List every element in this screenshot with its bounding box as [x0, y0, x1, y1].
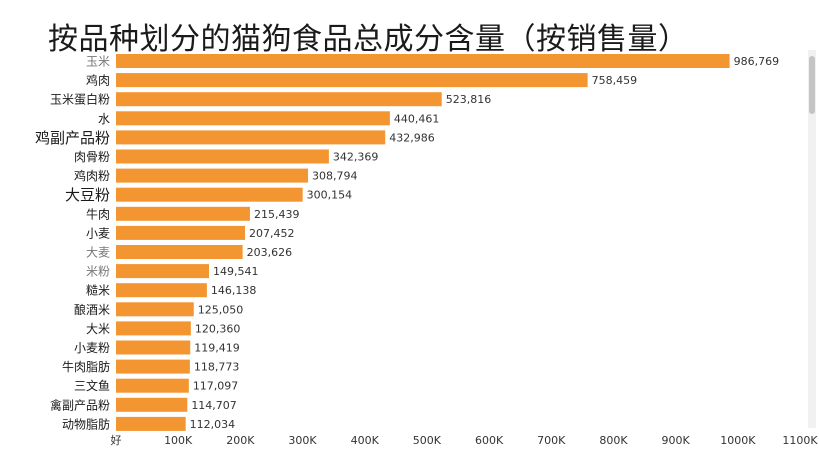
- bar-20: [116, 416, 186, 431]
- chart-title: 按品种划分的猫狗食品总成分含量（按销售量）: [48, 22, 689, 57]
- value-label-20: 112,034: [190, 418, 236, 431]
- value-label-7: 308,794: [312, 170, 358, 183]
- bar-2: [116, 73, 588, 88]
- category-label-6: 肉骨粉: [74, 150, 110, 164]
- bar-18: [116, 378, 189, 393]
- category-label-8: 大豆粉: [65, 186, 110, 204]
- value-label-19: 114,707: [191, 399, 237, 412]
- value-label-4: 440,461: [394, 112, 440, 125]
- scrollbar-thumb[interactable]: [809, 56, 815, 114]
- category-label-4: 水: [98, 112, 110, 126]
- x-tick-label-4: 300K: [288, 434, 317, 447]
- bar-11: [116, 245, 243, 259]
- category-label-20: 动物脂肪: [62, 416, 110, 431]
- value-label-17: 118,773: [194, 361, 240, 374]
- x-tick-label-9: 800K: [599, 434, 628, 447]
- category-label-16: 小麦粉: [74, 341, 110, 355]
- category-label-10: 小麦: [86, 226, 110, 240]
- value-label-10: 207,452: [249, 227, 295, 240]
- value-label-5: 432,986: [389, 131, 435, 144]
- value-label-13: 146,138: [211, 284, 257, 297]
- bar-9: [116, 206, 250, 221]
- x-tick-label-2: 100K: [164, 434, 193, 447]
- x-tick-label-12: 1100K: [782, 434, 818, 447]
- value-label-15: 120,360: [195, 322, 241, 335]
- bar-19: [116, 397, 188, 412]
- category-label-14: 酿酒米: [74, 302, 110, 317]
- scrollbar-track: [808, 50, 816, 428]
- category-label-5: 鸡副产品粉: [35, 129, 110, 147]
- category-label-2: 鸡肉: [86, 73, 110, 88]
- value-label-9: 215,439: [254, 208, 299, 221]
- category-label-11: 大麦: [86, 246, 110, 260]
- value-label-3: 523,816: [446, 93, 492, 106]
- bar-10: [116, 225, 245, 240]
- bar-14: [116, 302, 194, 317]
- value-label-6: 342,369: [333, 151, 379, 164]
- bar-8: [116, 187, 303, 202]
- x-tick-label-1: 好: [111, 433, 122, 447]
- category-label-9: 牛肉: [86, 206, 110, 221]
- category-label-12: 米粉: [86, 265, 110, 279]
- x-tick-label-8: 700K: [537, 434, 566, 447]
- bar-4: [116, 111, 390, 126]
- x-tick-label-10: 900K: [662, 434, 691, 447]
- x-tick-label-5: 400K: [351, 434, 380, 447]
- value-label-2: 758,459: [592, 74, 638, 87]
- bar-12: [116, 264, 209, 279]
- category-label-18: 三文鱼: [74, 378, 110, 393]
- value-label-16: 119,419: [194, 342, 240, 355]
- value-label-11: 203,626: [247, 246, 293, 259]
- category-label-7: 鸡肉粉: [74, 168, 110, 183]
- bar-6: [116, 149, 329, 164]
- value-label-8: 300,154: [307, 189, 353, 202]
- value-label-12: 149,541: [213, 265, 258, 278]
- bar-13: [116, 283, 207, 298]
- bar-17: [116, 359, 190, 374]
- bar-3: [116, 92, 442, 107]
- category-label-3: 玉米蛋白粉: [50, 92, 110, 107]
- category-label-15: 大米: [86, 322, 110, 336]
- value-label-18: 117,097: [193, 380, 239, 393]
- category-label-19: 禽副产品粉: [50, 397, 110, 412]
- x-tick-label-3: 200K: [226, 434, 255, 447]
- bar-7: [116, 168, 309, 183]
- x-tick-label-6: 500K: [413, 434, 442, 447]
- bar-1: [116, 54, 730, 68]
- category-label-1: 玉米: [86, 55, 110, 69]
- x-tick-label-7: 600K: [475, 434, 504, 447]
- bar-16: [116, 340, 191, 355]
- bar-15: [116, 321, 191, 336]
- category-label-17: 牛肉脂肪: [62, 359, 110, 374]
- category-label-13: 糙米: [86, 284, 110, 298]
- bar-5: [116, 130, 386, 145]
- x-tick-label-11: 1000K: [720, 434, 756, 447]
- value-label-1: 986,769: [734, 55, 780, 68]
- value-label-14: 125,050: [198, 303, 244, 316]
